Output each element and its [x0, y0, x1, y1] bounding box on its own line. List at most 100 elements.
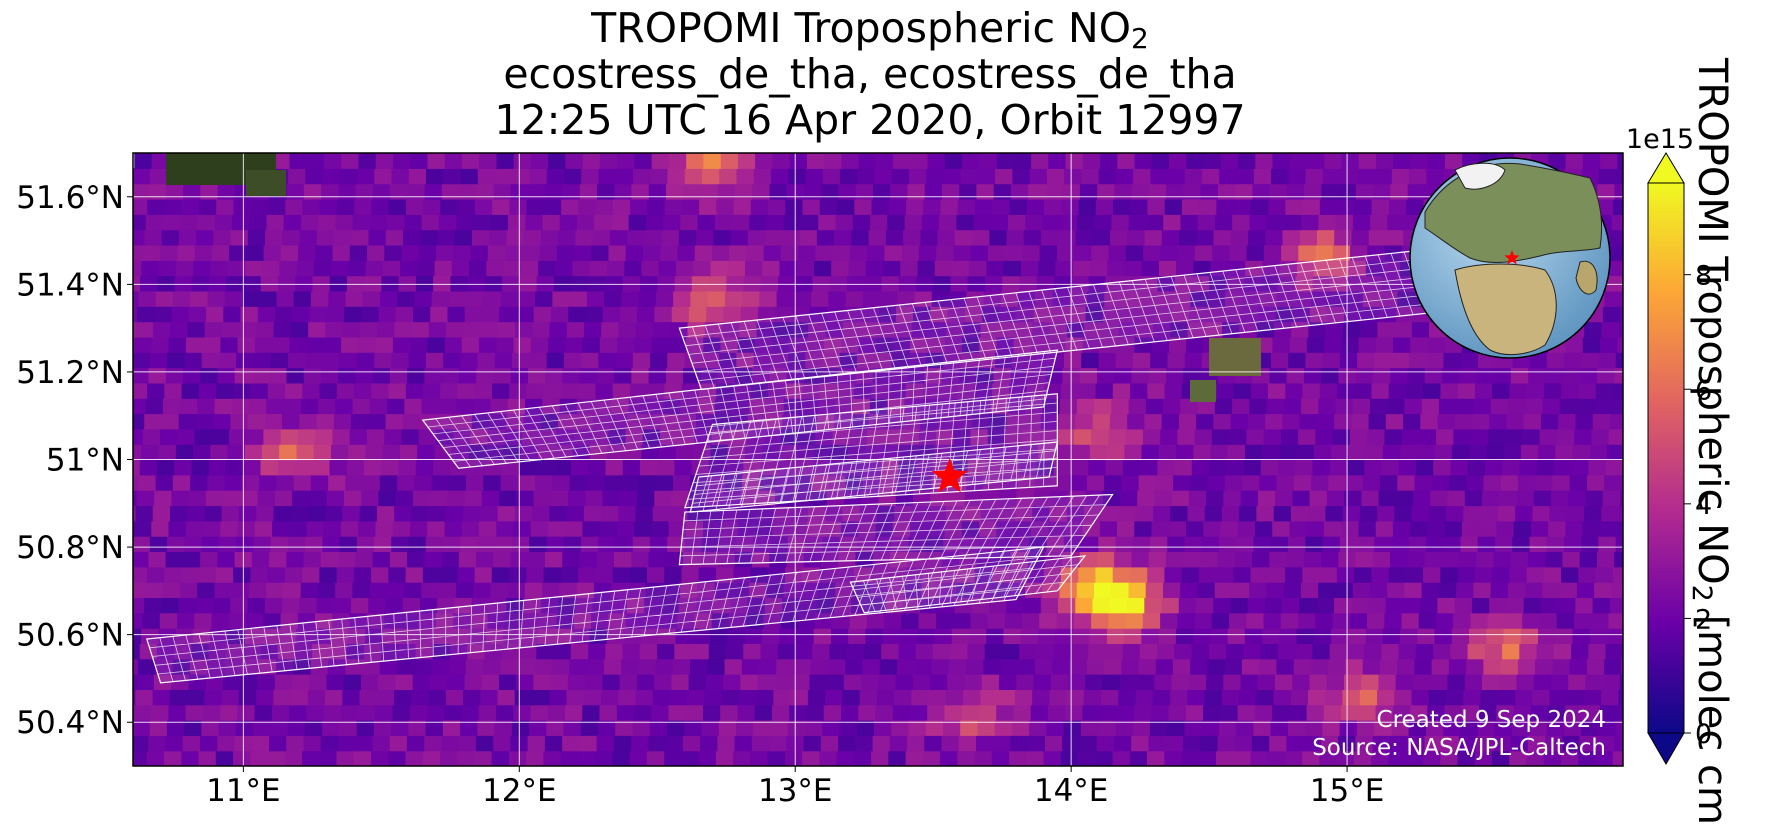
heatmap-cell [613, 735, 632, 752]
heatmap-cell [352, 582, 371, 598]
heatmap-cell [911, 153, 930, 154]
heatmap-cell [698, 566, 717, 583]
heatmap-cell [648, 367, 667, 384]
heatmap-cell [1492, 566, 1510, 583]
heatmap-cell [1137, 674, 1155, 690]
heatmap-cell [1414, 658, 1433, 675]
heatmap-cell [155, 474, 174, 491]
heatmap-cell [150, 168, 168, 185]
heatmap-cell [924, 183, 943, 200]
heatmap-cell [1582, 704, 1601, 721]
heatmap-cell [1367, 245, 1386, 261]
heatmap-cell [425, 536, 444, 552]
heatmap-cell [375, 520, 394, 537]
heatmap-cell [1453, 612, 1471, 629]
heatmap-cell [1082, 153, 1101, 169]
heatmap-cell [811, 290, 829, 307]
x-tick-label: 13°E [758, 773, 833, 809]
heatmap-cell [1611, 398, 1623, 415]
heatmap-cell [515, 321, 533, 338]
heatmap-cell [147, 199, 165, 215]
heatmap-cell [837, 199, 855, 215]
heatmap-cell [1260, 643, 1279, 660]
heatmap-cell [1163, 398, 1181, 415]
heatmap-cell [950, 275, 969, 292]
heatmap-cell [1597, 183, 1616, 200]
heatmap-cell [133, 306, 138, 323]
heatmap-cell [216, 382, 234, 399]
heatmap-cell [139, 459, 158, 476]
heatmap-cell [396, 658, 415, 675]
heatmap-cell [730, 413, 749, 430]
heatmap-cell [1262, 628, 1280, 644]
heatmap-cell [336, 382, 355, 399]
heatmap-cell [524, 582, 543, 598]
heatmap-cell [763, 245, 782, 261]
heatmap-cell [133, 658, 139, 675]
heatmap-cell [993, 183, 1012, 200]
heatmap-cell [782, 229, 801, 246]
heatmap-cell [1155, 122, 1173, 138]
heatmap-cell [1186, 153, 1205, 169]
heatmap-cell [453, 245, 472, 261]
heatmap-cell [1567, 153, 1585, 154]
heatmap-cell [1420, 597, 1438, 614]
heatmap-cell [673, 290, 691, 307]
heatmap-cell [620, 122, 638, 138]
heatmap-cell [514, 505, 533, 522]
heatmap-cell [884, 245, 903, 261]
heatmap-cell [1187, 689, 1206, 706]
heatmap-cell [1088, 459, 1107, 476]
heatmap-cell [1298, 245, 1317, 261]
heatmap-cell [494, 352, 513, 369]
heatmap-cell [141, 260, 160, 277]
heatmap-cell [965, 122, 983, 138]
heatmap-cell [1324, 153, 1342, 169]
heatmap-cell [818, 582, 836, 598]
heatmap-cell [385, 413, 404, 430]
heatmap-cell [1368, 413, 1387, 430]
heatmap-cell [133, 597, 145, 614]
heatmap-cell [732, 398, 750, 415]
heatmap-cell [250, 382, 269, 399]
heatmap-cell [296, 260, 315, 277]
heatmap-cell [780, 245, 799, 261]
heatmap-cell [1339, 720, 1358, 736]
heatmap-cell [1448, 122, 1466, 138]
heatmap-cell [516, 306, 535, 323]
heatmap-cell [1520, 628, 1539, 644]
heatmap-cell [1230, 413, 1249, 430]
heatmap-cell [218, 720, 237, 736]
heatmap-cell [1312, 643, 1331, 660]
heatmap-cell [1015, 321, 1033, 338]
heatmap-cell [1043, 566, 1062, 583]
heatmap-cell [192, 628, 211, 644]
heatmap-cell [201, 352, 220, 369]
heatmap-cell [202, 704, 221, 721]
heatmap-cell [852, 214, 871, 231]
heatmap-cell [1270, 536, 1289, 552]
heatmap-cell [405, 382, 424, 399]
heatmap-cell [1417, 628, 1436, 644]
heatmap-cell [1546, 352, 1565, 369]
heatmap-cell [1571, 643, 1589, 660]
heatmap-cell [687, 689, 705, 706]
heatmap-cell [760, 643, 779, 660]
heatmap-cell [233, 199, 252, 215]
heatmap-cell [1508, 398, 1526, 415]
heatmap-cell [1374, 536, 1393, 552]
heatmap-cell [151, 336, 170, 353]
heatmap-cell [1600, 336, 1618, 353]
heatmap-cell [1004, 612, 1023, 629]
heatmap-cell [1528, 551, 1546, 568]
heatmap-cell [1430, 490, 1449, 507]
heatmap-cell [839, 168, 858, 185]
heatmap-cell [1187, 321, 1206, 338]
heatmap-cell [1258, 306, 1276, 323]
heatmap-cell [789, 520, 808, 537]
heatmap-cell [473, 214, 492, 231]
heatmap-cell [635, 505, 654, 522]
heatmap-cell [549, 505, 568, 522]
heatmap-cell [1032, 321, 1051, 338]
heatmap-cell [638, 474, 657, 491]
